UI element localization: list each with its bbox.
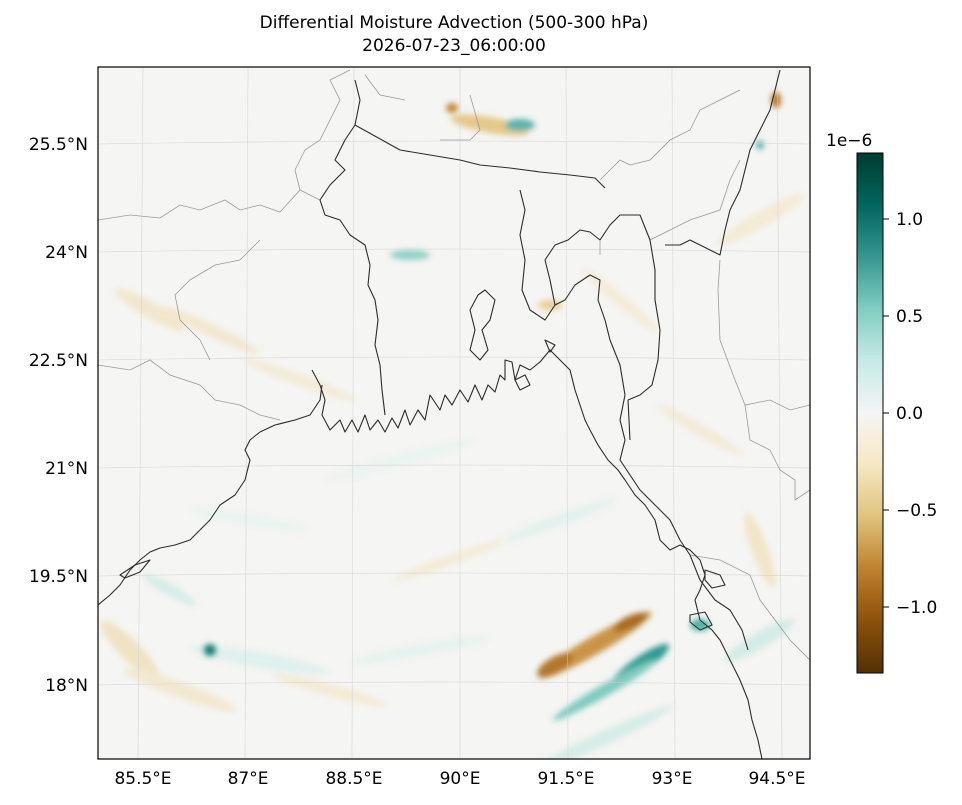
x-tick-label: 87°E — [228, 769, 269, 789]
colorbar-tick-label: −0.5 — [896, 501, 937, 521]
x-tick-label: 85.5°E — [114, 769, 171, 789]
y-tick-label: 19.5°N — [29, 567, 88, 587]
x-tick-label: 94.5°E — [748, 769, 805, 789]
colorbar-tick-label: 0.0 — [896, 404, 923, 424]
y-axis: 25.5°N 24°N 22.5°N 21°N 19.5°N 18°N — [29, 135, 88, 696]
colorbar: 1e−6 1.0 0.5 0.0 −0.5 −1.0 — [826, 131, 937, 674]
colorbar-gradient — [856, 152, 884, 674]
y-tick-label: 24°N — [45, 243, 88, 263]
map-subtitle: 2026-07-23_06:00:00 — [362, 36, 546, 56]
state-borders — [98, 69, 810, 661]
map-title: Differential Moisture Advection (500-300… — [259, 13, 649, 33]
x-tick-label: 88.5°E — [325, 769, 382, 789]
map-frame — [97, 66, 811, 760]
x-tick-label: 91.5°E — [537, 769, 594, 789]
y-tick-label: 18°N — [45, 676, 88, 696]
graticule — [98, 67, 810, 759]
x-tick-label: 93°E — [652, 769, 693, 789]
colorbar-scale-label: 1e−6 — [826, 131, 872, 151]
x-tick-label: 90°E — [440, 769, 481, 789]
advection-field — [98, 67, 810, 759]
colorbar-tick-label: −1.0 — [896, 598, 937, 618]
x-axis: 85.5°E 87°E 88.5°E 90°E 91.5°E 93°E 94.5… — [114, 769, 805, 789]
y-tick-label: 22.5°N — [29, 351, 88, 371]
colorbar-tick-label: 0.5 — [896, 307, 923, 327]
country-borders — [98, 69, 781, 759]
y-tick-label: 21°N — [45, 459, 88, 479]
y-tick-label: 25.5°N — [29, 135, 88, 155]
colorbar-tick-label: 1.0 — [896, 210, 923, 230]
